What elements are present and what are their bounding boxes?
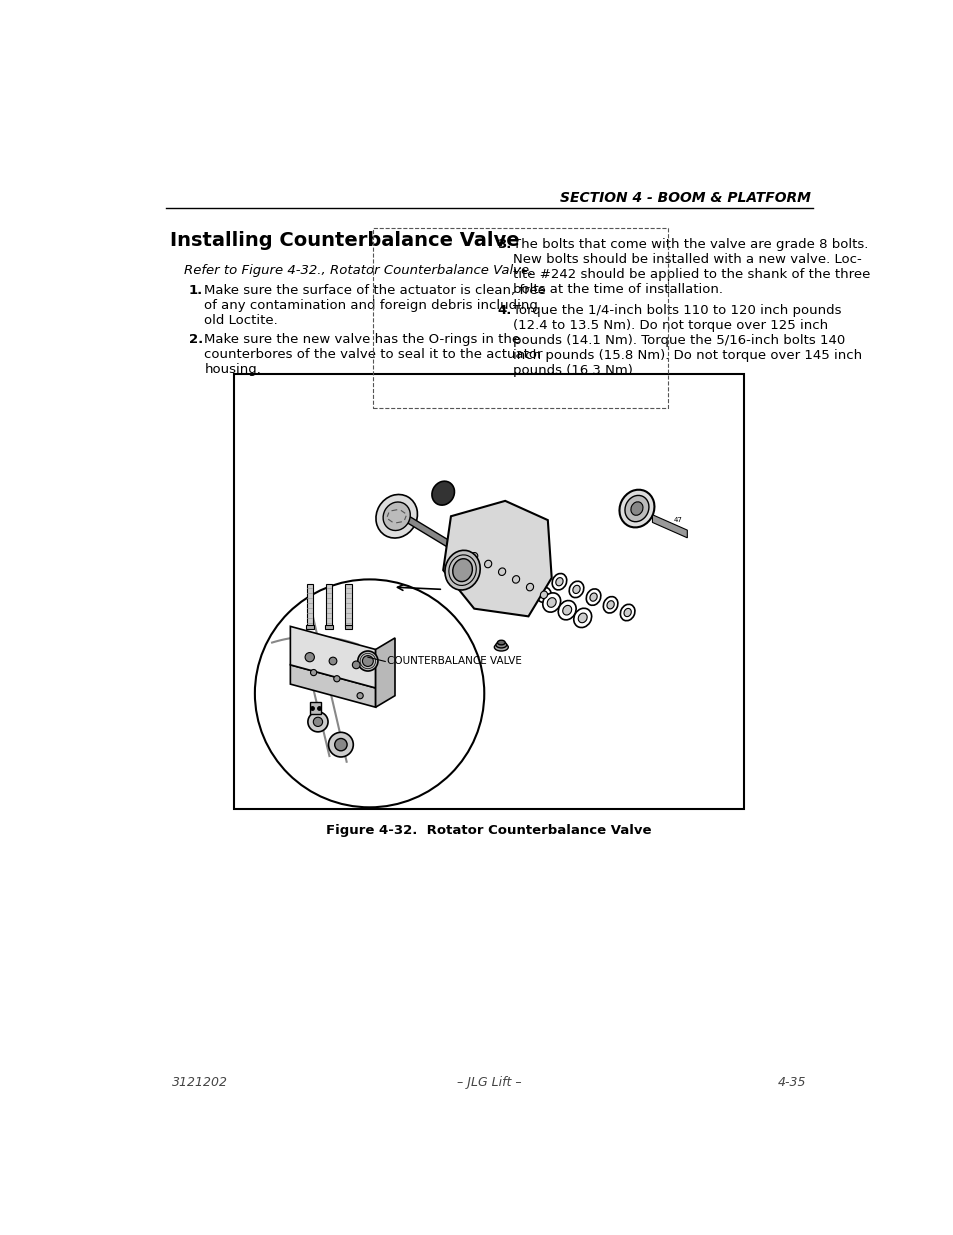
Text: Make sure the surface of the actuator is clean, free
of any contamination and fo: Make sure the surface of the actuator is… bbox=[204, 284, 546, 327]
Ellipse shape bbox=[512, 576, 519, 583]
Bar bbox=[345, 584, 352, 626]
Text: 4.: 4. bbox=[497, 304, 512, 316]
Circle shape bbox=[310, 669, 316, 676]
Circle shape bbox=[335, 739, 347, 751]
Bar bbox=[325, 625, 333, 630]
Polygon shape bbox=[402, 513, 466, 558]
Ellipse shape bbox=[444, 551, 479, 590]
Ellipse shape bbox=[619, 604, 635, 621]
Circle shape bbox=[362, 656, 373, 667]
Ellipse shape bbox=[569, 582, 583, 598]
Circle shape bbox=[308, 711, 328, 732]
Text: Torque the 1/4-inch bolts 110 to 120 inch pounds
(12.4 to 13.5 Nm). Do not torqu: Torque the 1/4-inch bolts 110 to 120 inc… bbox=[513, 304, 862, 377]
Circle shape bbox=[352, 661, 359, 668]
Ellipse shape bbox=[556, 578, 562, 585]
Ellipse shape bbox=[586, 589, 600, 605]
Ellipse shape bbox=[495, 564, 509, 579]
Text: Make sure the new valve has the O-rings in the
counterbores of the valve to seal: Make sure the new valve has the O-rings … bbox=[204, 333, 542, 375]
Ellipse shape bbox=[498, 568, 505, 576]
Text: Refer to Figure 4-32., Rotator Counterbalance Valve.: Refer to Figure 4-32., Rotator Counterba… bbox=[184, 264, 533, 277]
Text: Installing Counterbalance Valve: Installing Counterbalance Valve bbox=[171, 231, 519, 251]
Text: 4-35: 4-35 bbox=[777, 1076, 805, 1089]
Ellipse shape bbox=[484, 561, 491, 568]
Ellipse shape bbox=[467, 548, 481, 564]
Ellipse shape bbox=[623, 609, 631, 616]
Text: 47: 47 bbox=[674, 517, 682, 524]
Polygon shape bbox=[443, 501, 551, 616]
Circle shape bbox=[254, 579, 484, 808]
Ellipse shape bbox=[522, 579, 537, 594]
Bar bbox=[344, 625, 352, 630]
Ellipse shape bbox=[547, 598, 556, 608]
Text: SECTION 4 - BOOM & PLATFORM: SECTION 4 - BOOM & PLATFORM bbox=[559, 190, 810, 205]
Circle shape bbox=[356, 693, 363, 699]
Ellipse shape bbox=[537, 588, 551, 603]
Ellipse shape bbox=[480, 557, 495, 572]
Ellipse shape bbox=[589, 593, 597, 601]
Circle shape bbox=[328, 732, 353, 757]
Ellipse shape bbox=[497, 640, 505, 645]
Bar bbox=[326, 584, 332, 626]
Polygon shape bbox=[652, 515, 686, 537]
Circle shape bbox=[305, 652, 314, 662]
Ellipse shape bbox=[573, 609, 591, 627]
Circle shape bbox=[357, 651, 377, 671]
Text: 3.: 3. bbox=[497, 237, 512, 251]
Text: – JLG Lift –: – JLG Lift – bbox=[456, 1076, 520, 1089]
Ellipse shape bbox=[624, 495, 648, 521]
Text: 2.: 2. bbox=[189, 333, 203, 346]
Polygon shape bbox=[290, 664, 375, 708]
Ellipse shape bbox=[453, 558, 472, 582]
Ellipse shape bbox=[375, 494, 417, 538]
Ellipse shape bbox=[618, 490, 654, 527]
Bar bbox=[306, 584, 313, 626]
Polygon shape bbox=[375, 638, 395, 708]
Text: 3121202: 3121202 bbox=[172, 1076, 228, 1089]
Ellipse shape bbox=[496, 642, 506, 648]
Circle shape bbox=[334, 676, 339, 682]
Ellipse shape bbox=[602, 597, 618, 613]
Circle shape bbox=[313, 718, 322, 726]
Ellipse shape bbox=[542, 593, 560, 613]
Circle shape bbox=[329, 657, 336, 664]
Ellipse shape bbox=[562, 605, 571, 615]
Ellipse shape bbox=[572, 585, 579, 594]
Ellipse shape bbox=[606, 600, 614, 609]
Ellipse shape bbox=[552, 573, 566, 590]
Text: The bolts that come with the valve are grade 8 bolts.
New bolts should be instal: The bolts that come with the valve are g… bbox=[513, 237, 869, 295]
Text: Figure 4-32.  Rotator Counterbalance Valve: Figure 4-32. Rotator Counterbalance Valv… bbox=[326, 824, 651, 837]
Ellipse shape bbox=[578, 613, 586, 622]
Ellipse shape bbox=[558, 600, 576, 620]
Ellipse shape bbox=[526, 583, 533, 590]
Ellipse shape bbox=[508, 572, 522, 587]
Bar bbox=[233, 374, 743, 809]
Polygon shape bbox=[290, 626, 375, 688]
Polygon shape bbox=[310, 703, 321, 714]
Ellipse shape bbox=[494, 643, 508, 651]
Ellipse shape bbox=[470, 552, 477, 559]
Bar bbox=[373, 227, 667, 409]
Ellipse shape bbox=[432, 482, 454, 505]
Ellipse shape bbox=[539, 592, 547, 599]
Bar bbox=[306, 625, 314, 630]
Ellipse shape bbox=[383, 501, 410, 531]
Text: COUNTERBALANCE VALVE: COUNTERBALANCE VALVE bbox=[386, 657, 521, 667]
Ellipse shape bbox=[630, 501, 642, 515]
Text: 1.: 1. bbox=[189, 284, 203, 296]
